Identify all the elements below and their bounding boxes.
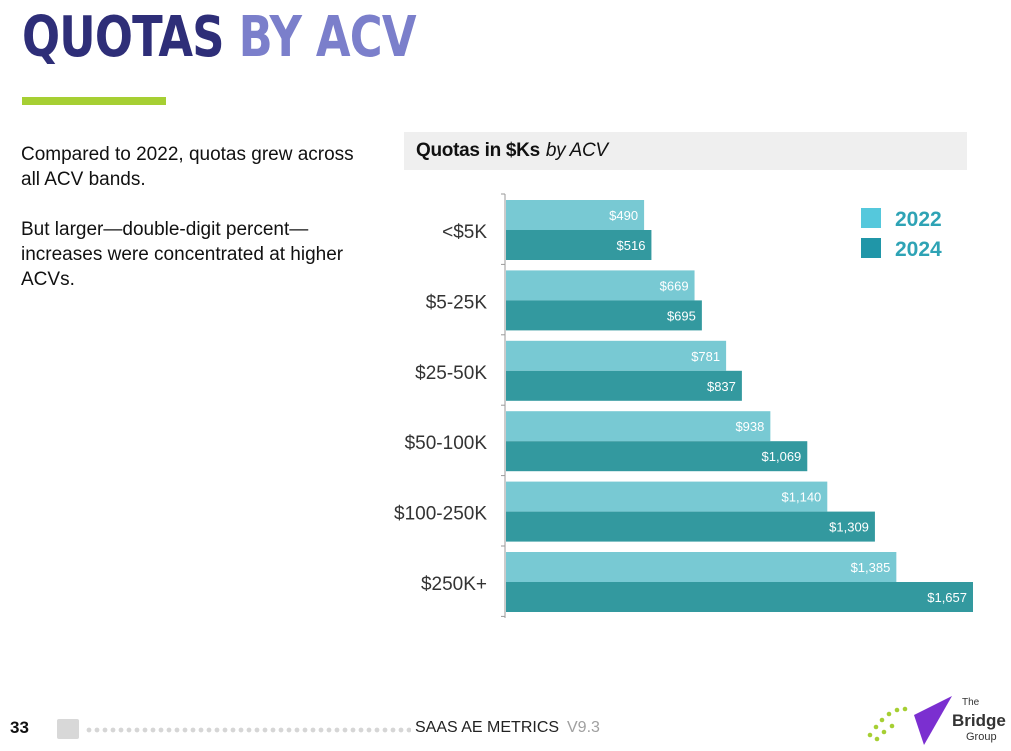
bar-2022 — [506, 411, 771, 442]
legend-swatch — [861, 208, 881, 228]
bar-2024 — [506, 300, 702, 331]
data-label: $1,657 — [927, 590, 967, 605]
footer-dot — [342, 727, 348, 733]
footer-dot — [118, 727, 124, 733]
data-label: $1,069 — [762, 449, 802, 464]
chart-title-bar: Quotas in $Ks by ACV — [404, 132, 967, 170]
footer-dot — [382, 727, 388, 733]
logo-text-bridge: Bridge — [952, 711, 1006, 730]
bar-2022 — [506, 481, 828, 512]
footer-dot — [398, 727, 404, 733]
footer-dot — [206, 727, 212, 733]
footer-dot — [326, 727, 332, 733]
logo-mark-icon — [867, 696, 952, 745]
category-label: $250K+ — [421, 574, 487, 595]
legend-swatch — [861, 238, 881, 258]
logo-text-the: The — [962, 697, 980, 708]
footer-dot — [334, 727, 340, 733]
footer-dot — [142, 727, 148, 733]
category-label: $5-25K — [426, 292, 488, 313]
summary-text: Compared to 2022, quotas grew across all… — [21, 142, 361, 317]
footer-dot — [230, 727, 236, 733]
bar-2024 — [506, 582, 973, 612]
bar-2024 — [506, 230, 652, 260]
data-label: $490 — [609, 208, 638, 223]
footer-dot — [286, 727, 292, 733]
category-label: $25-50K — [415, 363, 487, 384]
footer-dot — [190, 727, 196, 733]
summary-paragraph-1: Compared to 2022, quotas grew across all… — [21, 144, 354, 190]
summary-paragraph-2: But larger—double-digit percent—increase… — [21, 219, 344, 290]
footer-dot — [134, 727, 140, 733]
footer-dot — [238, 727, 244, 733]
category-label: <$5K — [442, 222, 487, 243]
footer-dot — [358, 727, 364, 733]
footer-dot — [366, 727, 372, 733]
title-accent-bar — [22, 97, 166, 105]
footer-dot — [94, 727, 100, 733]
logo-text-group: Group — [966, 731, 997, 743]
footer-dot — [374, 727, 380, 733]
data-label: $938 — [735, 419, 764, 434]
data-label: $1,309 — [829, 520, 869, 535]
bar-2022 — [506, 340, 727, 371]
data-label: $669 — [660, 278, 689, 293]
footer-dot — [350, 727, 356, 733]
footer-dot — [158, 727, 164, 733]
footer-dot — [214, 727, 220, 733]
data-label: $695 — [667, 308, 696, 323]
footer-dot — [278, 727, 284, 733]
bar-2022 — [506, 200, 645, 230]
footer-dot — [222, 727, 228, 733]
footer-dot — [126, 727, 132, 733]
footer-dot — [182, 727, 188, 733]
footer-dot — [310, 727, 316, 733]
chart-title: Quotas in $Ks — [416, 140, 540, 161]
footer-dotted-line — [86, 727, 411, 733]
footer-dot — [270, 727, 276, 733]
footer-dot — [198, 727, 204, 733]
footer-dot — [294, 727, 300, 733]
data-label: $1,140 — [782, 490, 822, 505]
footer-dot — [102, 727, 108, 733]
footer-dot — [254, 727, 260, 733]
footer-dot — [174, 727, 180, 733]
footer-dot — [166, 727, 172, 733]
data-label: $781 — [691, 349, 720, 364]
footer-dot — [406, 727, 411, 733]
bar-2024 — [506, 441, 808, 472]
bridge-group-logo: The Bridge Group — [866, 693, 1006, 751]
legend-label: 2024 — [895, 238, 942, 261]
footer-dot — [262, 727, 268, 733]
page-number: 33 — [10, 718, 29, 737]
footer-dot — [390, 727, 396, 733]
category-label: $50-100K — [405, 433, 488, 454]
bar-2022 — [506, 552, 897, 582]
footer-version: V9.3 — [567, 719, 600, 736]
bar-2024 — [506, 511, 875, 542]
footer-icon — [57, 719, 79, 739]
legend-label: 2022 — [895, 208, 942, 231]
chart-subtitle: by ACV — [545, 140, 608, 161]
footer-dot — [86, 727, 92, 733]
page-title: QUOTAS BY ACV — [22, 2, 417, 74]
footer-dot — [318, 727, 324, 733]
footer-dot — [302, 727, 308, 733]
title-word-1: QUOTAS — [22, 5, 225, 70]
footer-dot — [150, 727, 156, 733]
bar-2022 — [506, 270, 695, 301]
footer-dot — [246, 727, 252, 733]
data-label: $837 — [707, 379, 736, 394]
data-label: $1,385 — [851, 560, 891, 575]
category-label: $100-250K — [394, 504, 487, 525]
footer-label: SAAS AE METRICS — [415, 719, 560, 736]
data-label: $516 — [617, 238, 646, 253]
title-word-2: BY ACV — [238, 5, 417, 70]
footer-dot — [110, 727, 116, 733]
bar-2024 — [506, 370, 742, 401]
